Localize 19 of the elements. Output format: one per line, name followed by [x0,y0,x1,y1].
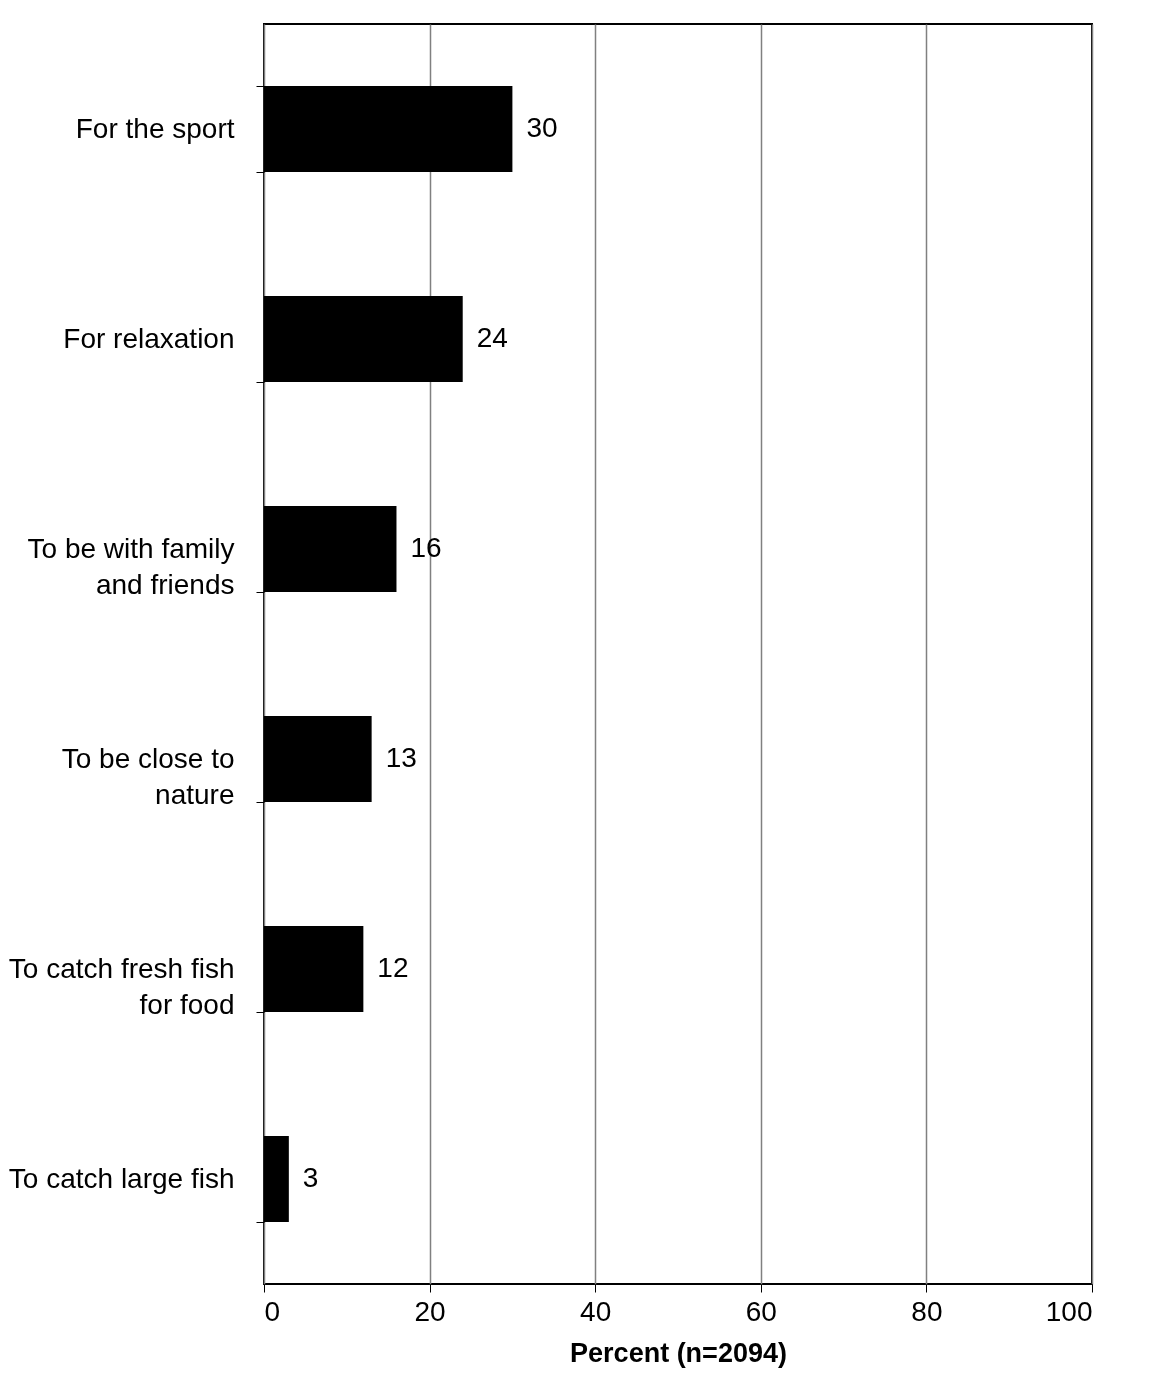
y-tick-label: For relaxation [63,322,235,354]
x-tick-label: 20 [414,1295,446,1327]
y-tick-label: To be close to nature [61,742,235,810]
data-label: 30 [526,112,558,143]
x-axis-title: Percent (n=2094) [570,1337,787,1368]
data-label: 12 [377,952,409,983]
x-tick-label: 0 [264,1295,281,1327]
data-label: 13 [385,742,417,773]
y-tick-label: To be with family and friends [27,532,235,600]
x-tick-label: 60 [745,1295,777,1327]
data-label: 3 [302,1162,319,1193]
y-tick-label: For the sport [75,112,235,144]
data-label: 24 [476,322,508,353]
x-tick-label: 80 [911,1295,943,1327]
x-tick-label: 40 [580,1295,612,1327]
y-tick-label: To catch fresh fish for food [8,952,235,1020]
data-label: 16 [410,532,442,563]
x-tick-label: 100 [1045,1295,1093,1327]
y-tick-label: To catch large fish [8,1162,235,1194]
